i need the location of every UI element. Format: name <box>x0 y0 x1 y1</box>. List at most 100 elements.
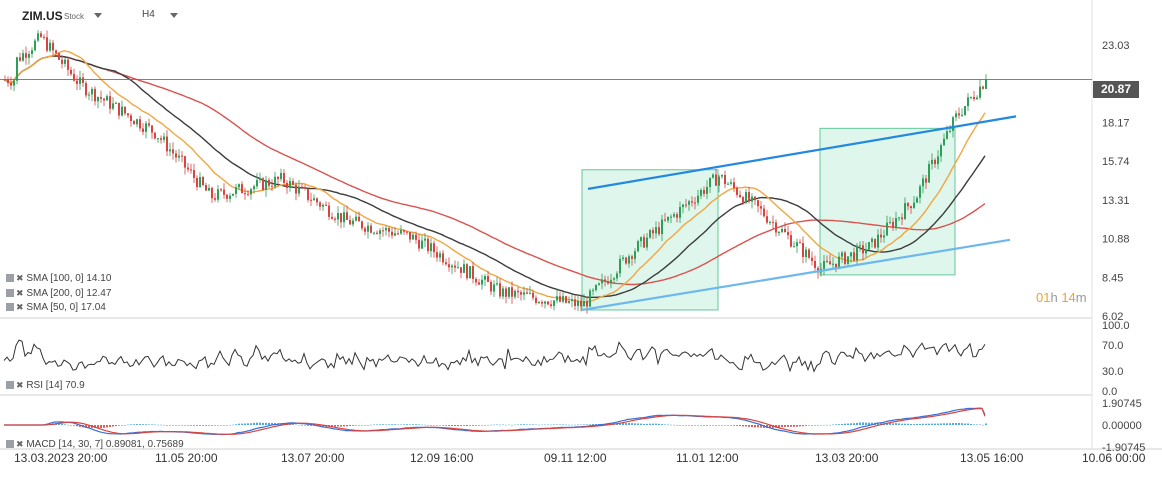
macd-histogram-bar <box>121 425 123 426</box>
candle-body <box>289 181 291 188</box>
candle-body <box>946 131 948 139</box>
macd-histogram-bar <box>160 424 162 426</box>
candle-body <box>571 299 573 302</box>
macd-histogram-bar <box>787 425 789 427</box>
candle <box>517 286 519 298</box>
legend-macd-value2: 0.75689 <box>147 439 184 450</box>
candle-body <box>322 204 324 207</box>
candle-body <box>385 228 387 231</box>
candle-body <box>616 273 618 279</box>
candle-body <box>58 53 60 60</box>
candle-body <box>136 119 138 125</box>
legend-close-icon[interactable]: ✖ <box>16 273 24 283</box>
candle-body <box>91 88 93 95</box>
candle <box>19 52 21 62</box>
legend-sma200[interactable]: ✖ SMA [200, 0] 12.47 <box>6 288 111 299</box>
candle <box>361 220 363 231</box>
candle-body <box>130 115 132 122</box>
price-axis-tick: 10.88 <box>1102 234 1130 246</box>
candle-body <box>538 302 540 304</box>
candle <box>889 216 891 225</box>
sma200-line <box>3 55 986 286</box>
legend-close-icon[interactable]: ✖ <box>16 302 24 312</box>
candle <box>229 192 231 203</box>
macd-axis-tick: 1.90745 <box>1102 398 1142 410</box>
macd-histogram-bar <box>595 424 597 425</box>
legend-rsi[interactable]: ✖ RSI [14] 70.9 <box>6 380 85 391</box>
candle <box>697 189 699 206</box>
legend-close-icon[interactable]: ✖ <box>16 380 24 390</box>
candle-body <box>628 256 630 264</box>
legend-sma100[interactable]: ✖ SMA [100, 0] 14.10 <box>6 273 111 284</box>
macd-histogram-bar <box>469 425 471 426</box>
candle <box>622 255 624 261</box>
candle-body <box>898 217 900 219</box>
candle <box>283 168 285 188</box>
macd-histogram-bar <box>127 424 129 426</box>
macd-histogram-bar <box>415 424 417 425</box>
candle <box>757 199 759 213</box>
candle-body <box>841 252 843 257</box>
candle <box>190 163 192 174</box>
candle-body <box>355 216 357 221</box>
candle <box>874 238 876 249</box>
legend-close-icon[interactable]: ✖ <box>16 439 24 449</box>
candle-body <box>712 174 714 178</box>
candle-body <box>919 186 921 198</box>
macd-histogram-bar <box>694 425 696 426</box>
candle <box>850 252 852 263</box>
legend-square-icon <box>6 289 14 297</box>
candle-body <box>925 178 927 183</box>
timeframe-label[interactable]: H4 <box>142 9 155 20</box>
candle-body <box>805 249 807 258</box>
macd-histogram-bar <box>115 425 117 426</box>
candle-body <box>307 188 309 200</box>
candle <box>298 180 300 197</box>
macd-histogram-bar <box>784 425 786 427</box>
candle <box>130 113 132 127</box>
candle-body <box>370 225 372 233</box>
candle-body <box>325 204 327 206</box>
candle <box>367 221 369 239</box>
macd-histogram-bar <box>658 423 660 425</box>
macd-histogram-bar <box>61 423 63 425</box>
candle <box>658 221 660 237</box>
macd-histogram-bar <box>649 423 651 425</box>
candle <box>88 91 90 101</box>
candle-body <box>523 292 525 295</box>
candle-body <box>625 257 627 264</box>
symbol-dropdown-icon[interactable] <box>94 13 102 18</box>
candle <box>319 200 321 211</box>
symbol-label[interactable]: ZIM.US <box>22 9 63 23</box>
countdown-hours-unit: h <box>1050 290 1058 305</box>
legend-close-icon[interactable]: ✖ <box>16 288 24 298</box>
candle <box>832 257 834 270</box>
candle-body <box>16 57 18 81</box>
moving-averages <box>3 49 986 303</box>
macd-histogram-bar <box>955 422 957 425</box>
macd-histogram-bar <box>946 423 948 425</box>
candle-body <box>43 36 45 38</box>
candle <box>838 252 840 270</box>
candle <box>424 232 426 248</box>
candle <box>328 201 330 221</box>
macd-histogram-bar <box>331 425 333 427</box>
candle-body <box>799 242 801 244</box>
macd-histogram-bar <box>529 424 531 425</box>
legend-rsi-value: 70.9 <box>65 380 85 391</box>
legend-sma50[interactable]: ✖ SMA [50, 0] 17.04 <box>6 302 106 313</box>
candle <box>922 174 924 194</box>
macd-histogram-bar <box>253 422 255 425</box>
candle-body <box>610 279 612 284</box>
macd-histogram-bar <box>838 424 840 425</box>
candle-body <box>529 292 531 294</box>
candle <box>934 158 936 168</box>
legend-macd[interactable]: ✖ MACD [14, 30, 7] 0.89081, 0.75689 <box>6 439 184 450</box>
time-axis-label: 11.01 12:00 <box>676 451 739 465</box>
candle <box>139 115 141 132</box>
candle <box>898 216 900 222</box>
candle <box>463 259 465 273</box>
macd-histogram-bar <box>70 425 72 426</box>
timeframe-dropdown-icon[interactable] <box>170 13 178 18</box>
candle <box>295 182 297 201</box>
